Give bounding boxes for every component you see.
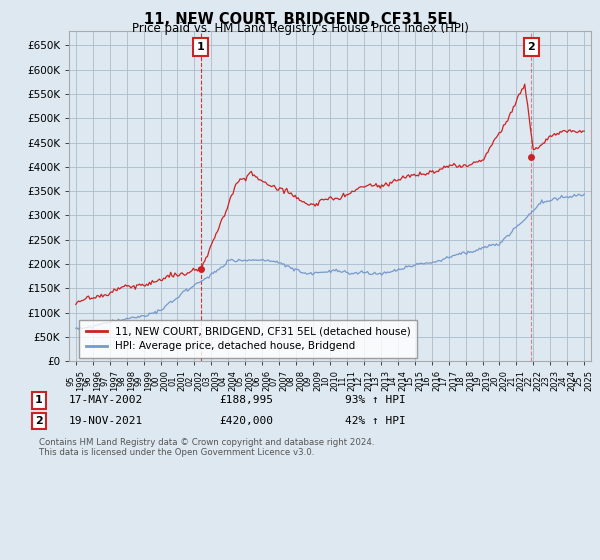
Text: 93% ↑ HPI: 93% ↑ HPI [345, 395, 406, 405]
Text: £188,995: £188,995 [219, 395, 273, 405]
Point [527, 153, 536, 162]
Text: 1: 1 [35, 395, 43, 405]
Legend: 11, NEW COURT, BRIDGEND, CF31 5EL (detached house), HPI: Average price, detached: 11, NEW COURT, BRIDGEND, CF31 5EL (detac… [79, 320, 417, 358]
Text: Contains HM Land Registry data © Crown copyright and database right 2024.: Contains HM Land Registry data © Crown c… [39, 438, 374, 447]
Text: 19-NOV-2021: 19-NOV-2021 [69, 416, 143, 426]
Text: 17-MAY-2002: 17-MAY-2002 [69, 395, 143, 405]
Text: 2: 2 [527, 43, 535, 52]
Text: 2: 2 [35, 416, 43, 426]
Point [196, 265, 205, 274]
Text: This data is licensed under the Open Government Licence v3.0.: This data is licensed under the Open Gov… [39, 448, 314, 457]
Text: 1: 1 [197, 43, 205, 52]
Text: 11, NEW COURT, BRIDGEND, CF31 5EL: 11, NEW COURT, BRIDGEND, CF31 5EL [143, 12, 457, 27]
Text: Price paid vs. HM Land Registry's House Price Index (HPI): Price paid vs. HM Land Registry's House … [131, 22, 469, 35]
Text: 42% ↑ HPI: 42% ↑ HPI [345, 416, 406, 426]
Text: £420,000: £420,000 [219, 416, 273, 426]
